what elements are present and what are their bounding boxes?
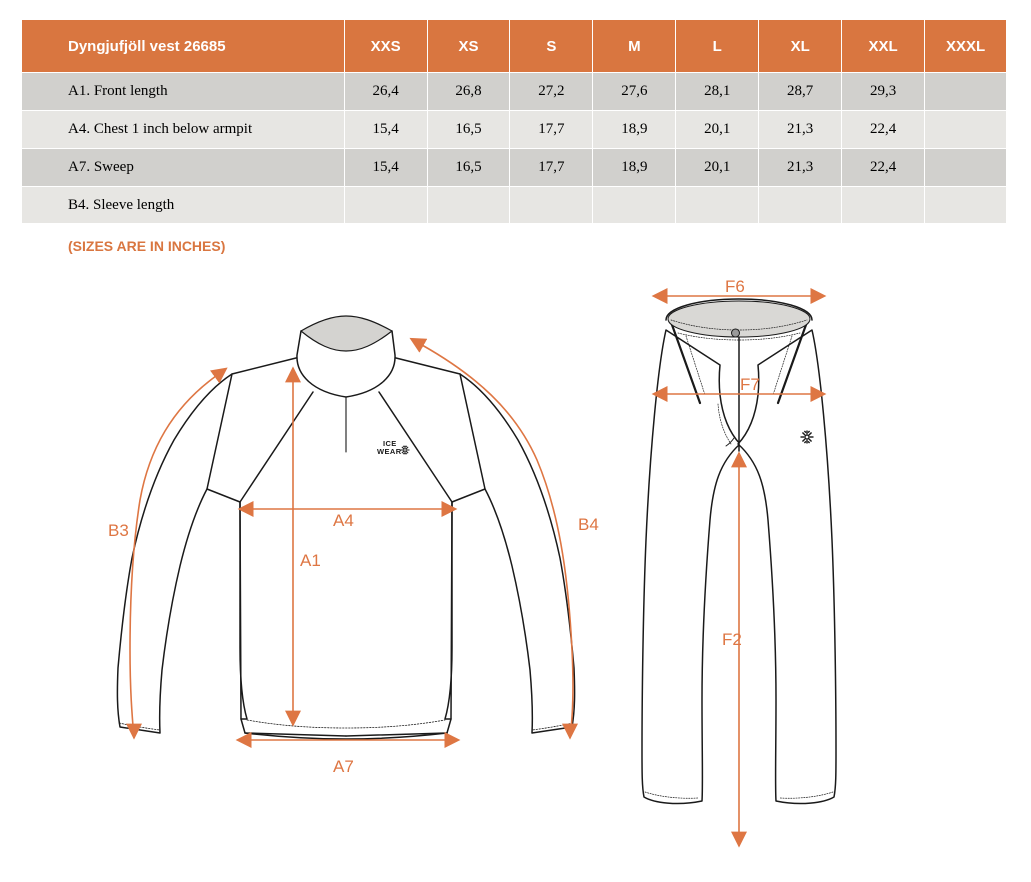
svg-text:A7: A7 xyxy=(333,757,354,776)
svg-text:F7: F7 xyxy=(740,375,760,394)
svg-text:B3: B3 xyxy=(108,521,129,540)
svg-text:F6: F6 xyxy=(725,277,745,296)
svg-text:A4: A4 xyxy=(333,511,354,530)
svg-text:B4: B4 xyxy=(578,515,599,534)
svg-text:F2: F2 xyxy=(722,630,742,649)
svg-text:A1: A1 xyxy=(300,551,321,570)
svg-text:WEAR: WEAR xyxy=(377,447,402,456)
